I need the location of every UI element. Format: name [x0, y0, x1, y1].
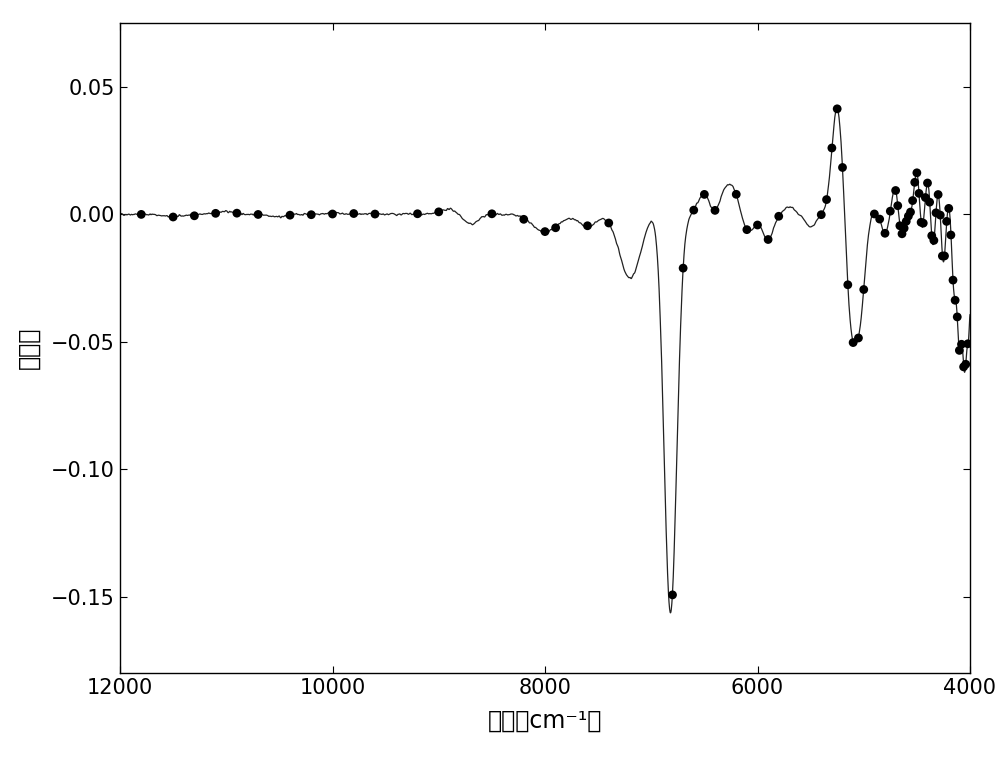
Point — [894, 228, 910, 240]
Point — [939, 215, 955, 227]
Point — [707, 204, 723, 216]
Point — [922, 196, 938, 208]
Point — [165, 211, 181, 223]
Point — [902, 206, 918, 218]
Point — [956, 361, 972, 373]
Point — [845, 337, 861, 349]
Point — [516, 213, 532, 226]
Point — [664, 589, 680, 601]
Point — [896, 222, 912, 234]
Point — [208, 207, 224, 220]
Point — [750, 219, 766, 231]
Point — [960, 337, 976, 350]
Point — [601, 216, 617, 229]
Y-axis label: 吸收値: 吸收値 — [16, 327, 40, 369]
Point — [915, 217, 931, 230]
Point — [696, 188, 712, 200]
Point — [911, 187, 927, 200]
Point — [840, 278, 856, 291]
Point — [819, 194, 835, 206]
Point — [892, 220, 908, 232]
Point — [900, 210, 916, 222]
Point — [924, 230, 940, 242]
Point — [760, 233, 776, 246]
Point — [728, 188, 744, 200]
Point — [928, 207, 944, 219]
Point — [877, 227, 893, 239]
Point — [675, 262, 691, 274]
Point — [920, 177, 936, 189]
Point — [410, 207, 426, 220]
Point — [850, 332, 866, 344]
Point — [834, 161, 850, 174]
Point — [898, 215, 914, 227]
Point — [133, 208, 149, 220]
Point — [250, 208, 266, 220]
Point — [303, 209, 319, 221]
Point — [949, 311, 965, 323]
Point — [813, 209, 829, 221]
Point — [537, 226, 553, 238]
Point — [888, 184, 904, 197]
Point — [932, 209, 948, 221]
Point — [367, 208, 383, 220]
Point — [945, 274, 961, 286]
Point — [484, 207, 500, 220]
Point — [890, 200, 906, 212]
Point — [829, 103, 845, 115]
Point — [580, 220, 596, 232]
Point — [346, 207, 362, 220]
Point — [824, 142, 840, 154]
Point — [739, 223, 755, 236]
Point — [686, 204, 702, 216]
Point — [431, 206, 447, 218]
Point — [771, 210, 787, 223]
X-axis label: 波数（cm⁻¹）: 波数（cm⁻¹） — [488, 709, 602, 733]
Point — [872, 213, 888, 225]
Point — [909, 167, 925, 179]
Point — [936, 250, 952, 262]
Point — [907, 176, 923, 188]
Point — [186, 210, 202, 222]
Point — [866, 208, 882, 220]
Point — [913, 216, 929, 229]
Point — [856, 283, 872, 295]
Point — [882, 205, 898, 217]
Point — [954, 338, 970, 350]
Point — [943, 229, 959, 241]
Point — [934, 250, 950, 262]
Point — [282, 209, 298, 221]
Point — [926, 234, 942, 246]
Point — [324, 208, 340, 220]
Point — [958, 358, 974, 370]
Point — [229, 207, 245, 220]
Point — [917, 191, 933, 203]
Point — [941, 202, 957, 214]
Point — [930, 188, 946, 200]
Point — [905, 194, 921, 207]
Point — [548, 222, 564, 234]
Point — [947, 294, 963, 306]
Point — [951, 344, 967, 356]
